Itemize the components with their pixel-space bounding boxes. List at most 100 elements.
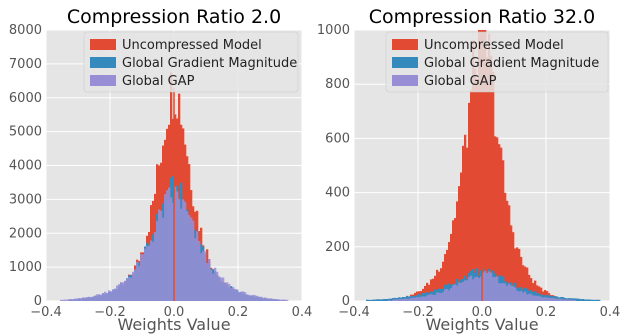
histogram-bar (436, 292, 439, 301)
histogram-bar (162, 217, 165, 301)
histogram-bar (494, 276, 497, 301)
histogram-bar (192, 220, 195, 301)
histogram-bar (516, 247, 519, 301)
histogram-bar (506, 200, 509, 301)
histogram-bar (406, 296, 409, 301)
x-tick-label: 0.4 (600, 305, 621, 320)
histogram-bar (472, 279, 475, 301)
histogram-bar (522, 265, 525, 301)
histogram-bar (594, 299, 597, 301)
chart-panel-left: Uncompressed Model Global Gradient Magni… (9, 6, 312, 334)
histogram-bar (456, 201, 459, 301)
histogram-bar (484, 30, 487, 301)
histogram-bar (464, 280, 467, 301)
histogram-bar (224, 283, 227, 301)
histogram-bar (166, 190, 169, 301)
histogram-bar (126, 279, 129, 301)
y-tick-label: 1000 (317, 23, 350, 38)
histogram-bar (466, 280, 469, 301)
histogram-bar (496, 276, 499, 301)
histogram-bar (234, 289, 237, 301)
histogram-bar (414, 297, 417, 301)
histogram-bar (580, 299, 583, 301)
histogram-bar (150, 240, 153, 301)
x-tick-label: 0.2 (536, 305, 557, 320)
histogram-bar (206, 263, 209, 301)
histogram-bar (402, 298, 405, 301)
histogram-bar (542, 297, 545, 301)
histogram-bar (370, 299, 373, 301)
histogram-bar (596, 299, 599, 301)
histogram-bar (404, 298, 407, 301)
histogram-bar (258, 296, 261, 301)
legend-label-gradient-magnitude-right: Global Gradient Magnitude (424, 56, 599, 71)
histogram-bar (144, 248, 147, 301)
histogram-bar (388, 299, 391, 301)
histogram-bar (530, 278, 533, 301)
legend-swatch-gradient-magnitude (90, 57, 116, 68)
histogram-bar (70, 299, 73, 301)
legend-swatch-uncompressed-right (392, 39, 418, 50)
y-tick-labels-right: 0 200 400 600 800 1000 (317, 23, 350, 309)
histogram-bar (176, 191, 179, 301)
histogram-bar (238, 292, 241, 301)
x-tick-label: −0.2 (402, 305, 434, 320)
histogram-bar (130, 277, 133, 301)
histogram-bar (178, 198, 181, 301)
histogram-bar (366, 299, 369, 301)
histogram-bar (286, 299, 289, 301)
histogram-bar (466, 147, 469, 301)
histogram-bar (194, 238, 197, 301)
histogram-bar (562, 299, 565, 301)
histogram-bar (204, 251, 207, 301)
histogram-bar (568, 299, 571, 301)
x-tick-labels-right: −0.4 −0.2 0.0 0.2 0.4 (338, 305, 620, 320)
histogram-bar (266, 298, 269, 301)
histogram-bar (586, 299, 589, 301)
histogram-bar (498, 144, 501, 301)
histogram-bar (82, 297, 85, 301)
histogram-bar (448, 242, 451, 301)
histogram-bar (214, 267, 217, 301)
histogram-bar (208, 259, 211, 301)
histogram-bar (102, 293, 105, 301)
histogram-bar (452, 220, 455, 301)
histogram-bar (550, 297, 553, 301)
histogram-bar (528, 274, 531, 301)
y-tick-label: 400 (325, 186, 350, 201)
histogram-bar (396, 299, 399, 301)
histogram-bar (280, 299, 283, 301)
histogram-bar (384, 299, 387, 301)
y-tick-label: 4000 (9, 159, 42, 174)
histogram-bar (120, 282, 123, 301)
histogram-bar (242, 291, 245, 301)
histogram-bar (584, 299, 587, 301)
histogram-bar (564, 299, 567, 301)
histogram-bar (488, 33, 491, 301)
histogram-bar (444, 254, 447, 301)
y-tick-labels-left: 0 1000 2000 3000 4000 5000 6000 7000 8000 (9, 23, 42, 309)
legend-label-uncompressed-right: Uncompressed Model (424, 38, 564, 53)
histogram-bar (570, 298, 573, 301)
histogram-bar (514, 248, 517, 301)
histogram-bar (432, 294, 435, 301)
histogram-bar (578, 298, 581, 301)
legend-label-gradient-magnitude: Global Gradient Magnitude (122, 56, 297, 71)
histogram-bar (460, 282, 463, 301)
histogram-bar (118, 284, 121, 301)
histogram-bar (376, 299, 379, 301)
histogram-bar (460, 172, 463, 301)
histogram-bar (544, 290, 547, 301)
histogram-bar (492, 71, 495, 301)
histogram-bar (282, 299, 285, 301)
histogram-bar (574, 299, 577, 301)
x-tick-labels-left: −0.4 −0.2 0.0 0.2 0.4 (30, 305, 312, 320)
histogram-bar (252, 294, 255, 301)
histogram-bar (116, 285, 119, 301)
histogram-bar (88, 296, 91, 301)
histogram-bar (196, 231, 199, 301)
histogram-bar (78, 298, 81, 301)
histogram-bar (448, 290, 451, 301)
histogram-bar (76, 298, 79, 301)
